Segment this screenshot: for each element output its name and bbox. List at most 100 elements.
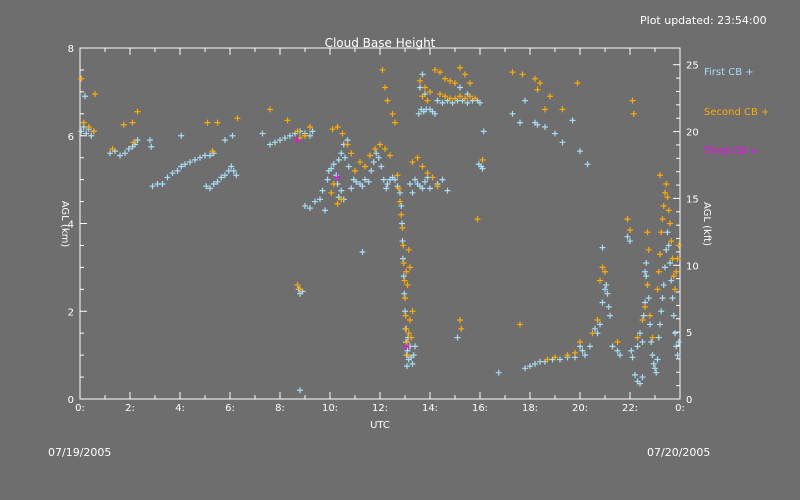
data-point — [407, 317, 413, 324]
data-point — [402, 312, 409, 319]
data-point — [379, 66, 386, 73]
data-point — [577, 338, 583, 345]
data-point — [587, 343, 593, 350]
y-tick-label-right: 10 — [686, 261, 699, 272]
data-point — [657, 251, 663, 258]
data-point — [637, 330, 643, 337]
data-point — [509, 69, 516, 76]
data-point — [345, 163, 352, 170]
data-point — [645, 246, 652, 253]
data-point — [582, 352, 588, 359]
data-point — [522, 365, 528, 372]
data-point — [454, 334, 461, 341]
data-point — [353, 178, 360, 185]
data-point — [674, 255, 681, 262]
data-point — [328, 189, 335, 196]
data-point — [532, 360, 538, 367]
data-point — [432, 110, 438, 117]
data-point — [479, 156, 486, 163]
data-point — [653, 369, 660, 376]
data-point — [457, 64, 463, 71]
data-point — [357, 159, 363, 166]
data-point — [402, 308, 408, 315]
data-point — [228, 163, 235, 170]
data-point — [655, 268, 662, 275]
data-point — [312, 198, 318, 205]
data-point — [642, 268, 648, 275]
data-point — [658, 229, 665, 236]
data-point — [599, 299, 606, 306]
x-tick-label: 8: — [275, 403, 285, 414]
x-tick-label: 0: — [675, 403, 685, 414]
data-point — [614, 347, 621, 354]
x-tick-label: 2: — [125, 403, 135, 414]
chart-title: Cloud Base Height — [325, 36, 436, 50]
data-point — [404, 363, 410, 370]
data-point — [627, 238, 633, 245]
data-point — [222, 137, 228, 144]
data-point — [359, 183, 366, 190]
data-point — [664, 194, 671, 201]
data-point — [639, 317, 646, 324]
data-point — [302, 202, 308, 209]
data-point — [229, 132, 236, 139]
data-point — [509, 110, 516, 117]
data-point — [272, 139, 278, 146]
data-point — [92, 91, 98, 98]
data-point — [594, 317, 601, 324]
data-point — [522, 97, 528, 104]
data-point — [197, 154, 203, 161]
data-point — [664, 229, 671, 236]
data-point — [134, 137, 141, 144]
x-tick-label: 12: — [372, 403, 388, 414]
data-point — [643, 259, 650, 266]
data-point — [78, 128, 85, 135]
data-point — [452, 80, 458, 87]
data-point — [222, 172, 228, 179]
data-point — [480, 128, 487, 135]
data-point — [419, 185, 426, 192]
data-point — [542, 123, 548, 130]
data-point — [400, 273, 407, 280]
data-point — [192, 156, 198, 163]
x-axis-label: UTC — [370, 420, 390, 431]
data-point — [634, 343, 641, 350]
data-point — [419, 93, 426, 100]
data-point — [649, 352, 656, 359]
data-point — [404, 338, 410, 345]
data-point — [259, 130, 266, 137]
y-tick-label: 2 — [68, 307, 74, 318]
data-point — [559, 139, 566, 146]
data-point — [658, 308, 665, 315]
data-point — [544, 356, 551, 363]
data-point — [334, 123, 341, 130]
data-point — [452, 95, 458, 102]
data-point — [408, 334, 415, 341]
data-point — [639, 338, 646, 345]
data-point — [382, 145, 388, 152]
data-point — [339, 130, 346, 137]
data-point — [348, 185, 355, 192]
data-point — [654, 356, 661, 363]
x-tick-label: 14: — [422, 403, 438, 414]
data-point — [338, 187, 345, 194]
data-point — [297, 387, 303, 394]
data-point — [412, 343, 418, 350]
data-point — [405, 246, 412, 253]
data-point — [624, 216, 631, 223]
data-point — [82, 93, 88, 100]
series-3 — [294, 137, 410, 350]
data-point — [667, 259, 673, 266]
y-tick-label: 0 — [68, 395, 74, 406]
data-point — [410, 352, 417, 359]
data-point — [617, 352, 623, 359]
data-point — [474, 216, 481, 223]
data-point — [659, 295, 666, 302]
data-point — [437, 91, 443, 98]
data-point — [344, 141, 351, 148]
data-point — [178, 163, 185, 170]
data-point — [644, 229, 651, 236]
x-tick-label: 22: — [622, 403, 638, 414]
data-point — [534, 86, 541, 93]
data-point — [654, 286, 661, 293]
